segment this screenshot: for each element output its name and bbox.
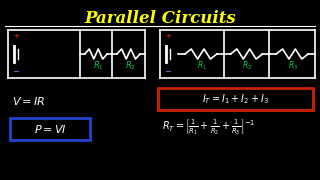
- Text: $V = IR$: $V = IR$: [12, 95, 45, 107]
- Text: $R_1$: $R_1$: [197, 60, 207, 73]
- Text: −: −: [164, 67, 172, 76]
- Text: $R_1$: $R_1$: [92, 60, 103, 73]
- Text: $R_3$: $R_3$: [288, 60, 298, 73]
- Text: $I_T = I_1 + I_2 + I_3$: $I_T = I_1 + I_2 + I_3$: [202, 92, 269, 106]
- Text: Parallel Circuits: Parallel Circuits: [84, 10, 236, 27]
- Bar: [158, 88, 313, 110]
- Text: −: −: [12, 67, 20, 76]
- Text: $R_2$: $R_2$: [125, 60, 136, 73]
- Text: $R_T = \left[\frac{1}{R_1} + \frac{1}{R_2} + \frac{1}{R_3}\right]^{-1}$: $R_T = \left[\frac{1}{R_1} + \frac{1}{R_…: [162, 118, 255, 138]
- Text: +: +: [165, 33, 171, 39]
- Text: $R_2$: $R_2$: [243, 60, 252, 73]
- Text: $P = VI$: $P = VI$: [34, 123, 67, 135]
- Bar: [10, 118, 90, 140]
- Text: +: +: [13, 33, 19, 39]
